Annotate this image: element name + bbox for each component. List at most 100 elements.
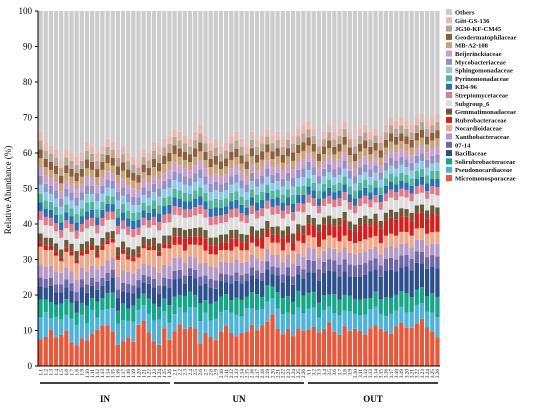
bar-segment-07-14 <box>347 264 352 277</box>
bar-segment-geodermatophilaceae <box>404 136 409 145</box>
bar-segment-subgroup-6 <box>425 198 430 211</box>
bar-segment-solirubrobacteraceae <box>90 297 95 310</box>
bar-segment-streptomycetaceae <box>198 205 203 215</box>
bar-segment-jg30-kf-cm45 <box>203 143 208 152</box>
bar-segment-kd4-96 <box>373 187 378 196</box>
bar-segment-gitt-gs-136 <box>321 131 327 140</box>
bar-segment-sphingomonadaceae <box>131 204 136 213</box>
bar-segment-gemmatimonadaceae <box>177 227 182 237</box>
bar-segment-subgroup-6 <box>347 209 352 222</box>
bar-segment-pyrinomonadaceae <box>399 172 404 181</box>
bar-segment-solirubrobacteraceae <box>275 292 280 309</box>
bar-segment-mb-a2-108 <box>296 153 301 162</box>
bar-segment-mb-a2-108 <box>285 156 291 165</box>
bar-segment-others <box>151 11 157 143</box>
bar-segment-mb-a2-108 <box>327 148 332 157</box>
bar-segment-geodermatophilaceae <box>95 169 100 178</box>
bar-segment-subgroup-6 <box>53 231 59 244</box>
bar-segment-xanthobacteraceae <box>115 276 120 290</box>
bar-segment-micromonosporaceae <box>352 328 358 366</box>
bar-segment-pyrinomonadaceae <box>38 193 43 203</box>
bar-segment-geodermatophilaceae <box>162 155 167 165</box>
x-tick-label: 1.5 <box>59 369 65 376</box>
bar-segment-gemmatimonadaceae <box>157 243 162 252</box>
bar-segment-subgroup-6 <box>311 206 316 218</box>
bar-segment-geodermatophilaceae <box>193 148 198 157</box>
bar-segment-streptomycetaceae <box>311 198 316 207</box>
bar-segment-pyrinomonadaceae <box>53 206 59 215</box>
bar-segment-beijerinckiaceae <box>435 146 440 155</box>
bar-segment-micromonosporaceae <box>229 333 234 366</box>
bar-segment-others <box>404 11 409 122</box>
bar-segment-others <box>332 11 337 132</box>
bar-segment-jg30-kf-cm45 <box>368 139 373 147</box>
bar-segment-geodermatophilaceae <box>182 151 187 160</box>
bar-segment-solirubrobacteraceae <box>378 299 383 314</box>
bar-segment-rubrobacteraceae <box>291 242 296 251</box>
bar-segment-gemmatimonadaceae <box>280 230 285 239</box>
bar-segment-07-14 <box>285 267 291 276</box>
bar-segment-jg30-kf-cm45 <box>136 167 141 176</box>
bar-segment-rubrobacteraceae <box>193 236 198 245</box>
bar-segment-sphingomonadaceae <box>229 184 234 193</box>
bar-segment-pyrinomonadaceae <box>203 192 208 202</box>
bar-segment-sphingomonadaceae <box>177 181 182 191</box>
bar-segment-bacillaceae <box>239 283 244 300</box>
bar-segment-xanthobacteraceae <box>373 247 378 259</box>
bar-segment-bacillaceae <box>399 267 404 292</box>
bar-segment-streptomycetaceae <box>229 209 234 218</box>
bar-segment-pyrinomonadaceae <box>244 199 249 208</box>
bar-segment-pyrinomonadaceae <box>260 191 265 201</box>
bar-segment-jg30-kf-cm45 <box>110 150 115 158</box>
bar-segment-beijerinckiaceae <box>342 152 347 161</box>
bar-segment-sphingomonadaceae <box>316 183 321 191</box>
bar-segment-solirubrobacteraceae <box>69 302 74 319</box>
bar-segment-beijerinckiaceae <box>316 168 321 177</box>
bar-segment-nocardioidaceae <box>69 255 74 272</box>
x-tick-label: 2.14 <box>239 369 245 378</box>
x-tick-label: 3.25 <box>430 369 436 378</box>
bar-segment-xanthobacteraceae <box>352 254 358 266</box>
bar-segment-gitt-gs-136 <box>275 131 280 140</box>
bar-segment-pyrinomonadaceae <box>409 178 414 186</box>
bar-segment-07-14 <box>151 279 157 288</box>
bar-segment-nocardioidaceae <box>79 255 84 268</box>
x-tick-label: 3.12 <box>363 369 369 378</box>
bar-segment-jg30-kf-cm45 <box>141 157 146 165</box>
bar-segment-kd4-96 <box>151 208 157 217</box>
bar-segment-beijerinckiaceae <box>378 165 383 173</box>
bar-segment-solirubrobacteraceae <box>64 299 69 315</box>
bar-segment-pyrinomonadaceae <box>208 200 213 209</box>
bar-segment-solirubrobacteraceae <box>48 301 53 318</box>
bar-segment-mycobacteriaceae <box>363 164 368 173</box>
legend-label: KD4-96 <box>455 84 478 91</box>
legend-swatch <box>446 100 452 107</box>
bar-segment-pyrinomonadaceae <box>358 182 363 191</box>
bar-segment-geodermatophilaceae <box>213 155 218 165</box>
bar-segment-mycobacteriaceae <box>352 176 358 184</box>
bar-segment-gemmatimonadaceae <box>296 224 301 233</box>
bar-segment-gemmatimonadaceae <box>120 241 126 250</box>
bar-segment-bacillaceae <box>141 282 146 294</box>
bar-segment-solirubrobacteraceae <box>291 301 296 315</box>
bar-segment-streptomycetaceae <box>425 191 430 199</box>
bar-segment-geodermatophilaceae <box>234 148 239 158</box>
x-tick-label: 1.9 <box>80 369 86 376</box>
bar-segment-bacillaceae <box>74 300 79 313</box>
bar-segment-geodermatophilaceae <box>239 155 244 164</box>
bar-segment-gemmatimonadaceae <box>167 235 172 245</box>
legend-swatch <box>446 58 452 65</box>
bar-segment-pyrinomonadaceae <box>368 184 373 193</box>
x-tick-label: 1.1 <box>38 369 44 376</box>
bar-segment-rubrobacteraceae <box>332 226 337 238</box>
bar-segment-mb-a2-108 <box>363 148 368 157</box>
bar-segment-mycobacteriaceae <box>404 159 409 167</box>
bar-segment-jg30-kf-cm45 <box>146 160 151 168</box>
bar-segment-07-14 <box>162 277 167 287</box>
bar-segment-streptomycetaceae <box>378 202 383 210</box>
bar-segment-streptomycetaceae <box>224 214 229 223</box>
bar-segment-sphingomonadaceae <box>126 202 131 211</box>
bar-segment-rubrobacteraceae <box>208 245 213 255</box>
bar-segment-07-14 <box>435 256 440 269</box>
bar-segment-bacillaceae <box>321 273 327 296</box>
